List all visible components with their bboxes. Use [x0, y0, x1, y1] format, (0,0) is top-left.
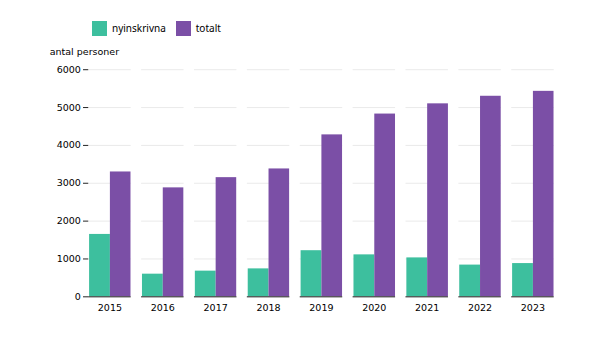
svg-text:3000: 3000: [57, 177, 81, 188]
svg-text:2019: 2019: [309, 302, 333, 313]
svg-text:antal personer: antal personer: [50, 46, 120, 57]
svg-text:2015: 2015: [98, 302, 122, 313]
svg-text:2023: 2023: [521, 302, 545, 313]
html-text:totalt: totalt: [195, 21, 221, 35]
svg-text:1000: 1000: [57, 253, 81, 264]
svg-text:2021: 2021: [415, 302, 439, 313]
svg-text:2000: 2000: [57, 215, 81, 226]
svg-text:4000: 4000: [57, 139, 81, 150]
svg-text:2020: 2020: [362, 302, 386, 313]
svg-text:2016: 2016: [151, 302, 175, 313]
svg-text:2017: 2017: [204, 302, 228, 313]
svg-text:0: 0: [75, 291, 81, 302]
svg-text:6000: 6000: [57, 64, 81, 75]
svg-text:2018: 2018: [256, 302, 280, 313]
svg-text:2022: 2022: [468, 302, 492, 313]
html-text:nyinskrivna: nyinskrivna: [112, 21, 166, 35]
svg-text:5000: 5000: [57, 102, 81, 113]
